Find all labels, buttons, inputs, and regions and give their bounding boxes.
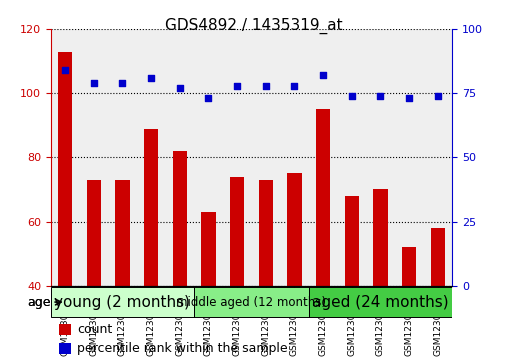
Bar xyxy=(79,29,108,286)
Point xyxy=(376,93,385,99)
Text: percentile rank within the sample: percentile rank within the sample xyxy=(77,342,288,355)
Point xyxy=(204,95,212,101)
Bar xyxy=(201,212,215,363)
Bar xyxy=(115,180,130,363)
Point xyxy=(90,80,98,86)
Point xyxy=(176,85,184,91)
Bar xyxy=(51,29,79,286)
Bar xyxy=(259,180,273,363)
Point xyxy=(233,83,241,89)
Point xyxy=(434,93,442,99)
Bar xyxy=(230,177,244,363)
Text: age: age xyxy=(27,295,51,309)
Bar xyxy=(223,29,251,286)
Bar xyxy=(337,29,366,286)
Bar xyxy=(137,29,166,286)
Bar xyxy=(424,29,452,286)
Point xyxy=(262,83,270,89)
Point xyxy=(405,95,413,101)
Point xyxy=(147,75,155,81)
Bar xyxy=(316,109,330,363)
Bar xyxy=(108,29,137,286)
FancyBboxPatch shape xyxy=(194,287,309,317)
Bar xyxy=(166,29,194,286)
FancyBboxPatch shape xyxy=(309,287,452,317)
Bar xyxy=(431,228,445,363)
Bar xyxy=(395,29,424,286)
Bar xyxy=(373,189,388,363)
Bar xyxy=(366,29,395,286)
Text: GDS4892 / 1435319_at: GDS4892 / 1435319_at xyxy=(165,18,343,34)
Bar xyxy=(251,29,280,286)
Bar xyxy=(194,29,223,286)
Bar xyxy=(309,29,337,286)
Bar xyxy=(59,324,71,335)
Text: middle aged (12 months): middle aged (12 months) xyxy=(176,295,327,309)
Bar xyxy=(280,29,309,286)
Point xyxy=(347,93,356,99)
Bar xyxy=(58,52,72,363)
Point xyxy=(61,67,69,73)
Bar xyxy=(173,151,187,363)
Text: young (2 months): young (2 months) xyxy=(54,294,190,310)
Bar xyxy=(59,343,71,354)
Text: count: count xyxy=(77,323,112,336)
Text: age: age xyxy=(27,295,51,309)
Bar xyxy=(402,247,416,363)
Text: aged (24 months): aged (24 months) xyxy=(312,294,449,310)
Point xyxy=(291,83,299,89)
Point xyxy=(118,80,126,86)
Bar xyxy=(288,174,302,363)
Point xyxy=(319,72,327,78)
Bar xyxy=(144,129,158,363)
Bar xyxy=(344,196,359,363)
FancyBboxPatch shape xyxy=(51,287,194,317)
Bar xyxy=(87,180,101,363)
